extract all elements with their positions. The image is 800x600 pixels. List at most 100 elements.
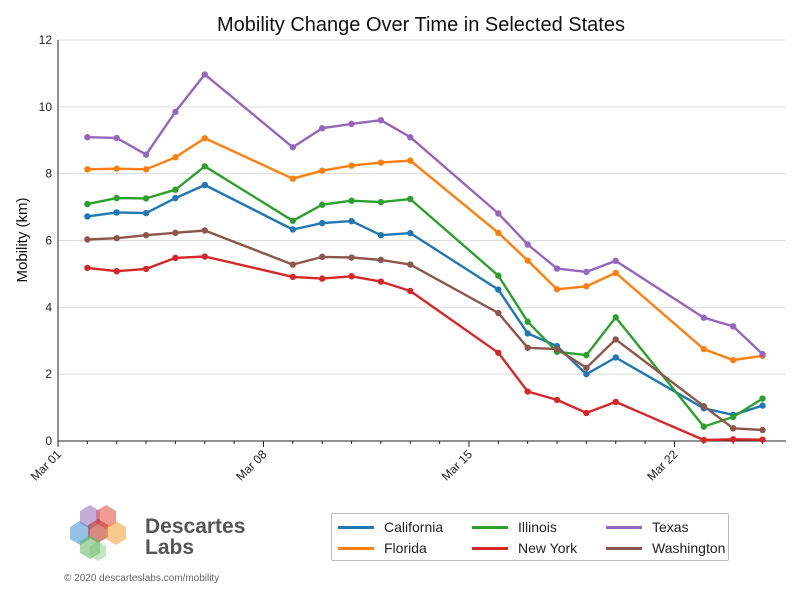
- data-point-new-york: [553, 396, 561, 404]
- data-point-illinois: [201, 163, 208, 170]
- data-point-illinois: [729, 413, 737, 421]
- data-point-washington: [201, 227, 208, 234]
- brand-name-line-1: Descartes: [145, 515, 246, 538]
- data-point-texas: [553, 265, 561, 272]
- data-point-california: [612, 354, 619, 361]
- data-point-california: [318, 219, 326, 227]
- y-tick-label: 4: [45, 300, 52, 314]
- data-point-california: [84, 213, 91, 220]
- data-point-florida: [201, 135, 208, 142]
- x-tick-label: Mar 22: [644, 447, 681, 484]
- data-point-illinois: [377, 198, 385, 206]
- data-point-new-york: [113, 268, 120, 275]
- data-point-new-york: [759, 436, 766, 443]
- x-tick-label: Mar 08: [233, 447, 270, 484]
- data-point-washington: [142, 231, 150, 239]
- data-point-florida: [84, 166, 91, 173]
- data-point-illinois: [583, 351, 590, 359]
- data-point-washington: [759, 426, 766, 434]
- data-point-illinois: [407, 195, 414, 203]
- data-point-new-york: [318, 275, 326, 282]
- data-point-washington: [583, 364, 590, 372]
- data-point-washington: [377, 256, 385, 264]
- data-point-washington: [700, 403, 708, 410]
- data-point-california: [407, 229, 414, 237]
- brand-name-line-2: Labs: [145, 536, 195, 559]
- data-point-washington: [113, 234, 120, 242]
- data-point-california: [759, 402, 766, 409]
- series-line-illinois: [87, 165, 764, 428]
- data-point-washington: [407, 261, 414, 268]
- data-point-illinois: [612, 314, 619, 321]
- data-point-new-york: [729, 436, 737, 443]
- data-point-washington: [318, 253, 326, 261]
- legend-item-illinois: Illinois: [472, 517, 557, 537]
- data-point-illinois: [759, 395, 766, 402]
- series-washington: [84, 227, 766, 434]
- data-point-california: [201, 181, 208, 189]
- legend-item-texas: Texas: [606, 517, 689, 537]
- data-point-illinois: [84, 200, 91, 208]
- descartes-labs-logo-icon: [70, 505, 126, 561]
- data-point-washington: [348, 254, 355, 261]
- data-point-new-york: [612, 398, 619, 406]
- legend-label-illinois: Illinois: [518, 519, 557, 535]
- data-point-washington: [289, 261, 297, 268]
- legend-swatch-new-york: [472, 546, 508, 550]
- data-point-texas: [113, 134, 120, 142]
- data-point-florida: [612, 269, 619, 277]
- data-point-new-york: [700, 436, 708, 444]
- legend-label-florida: Florida: [384, 540, 427, 556]
- legend-swatch-florida: [338, 546, 374, 550]
- data-point-new-york: [84, 264, 91, 272]
- data-point-new-york: [583, 409, 590, 417]
- series-illinois: [84, 163, 766, 430]
- x-tick-label: Mar 15: [439, 447, 476, 484]
- axes: 0 2 4 6 8 10 12 Mar 01 Mar 08 Mar 15 Mar 22: [28, 33, 786, 484]
- data-point-washington: [172, 229, 179, 237]
- series-line-california: [87, 183, 763, 417]
- x-tick-label: Mar 01: [28, 447, 65, 484]
- series-line-texas: [87, 73, 764, 355]
- data-point-florida: [407, 157, 414, 164]
- y-tick-label: 12: [39, 33, 53, 47]
- series-florida: [84, 135, 766, 364]
- legend-swatch-illinois: [472, 525, 508, 529]
- data-point-florida: [729, 356, 737, 364]
- y-tick-label: 0: [45, 434, 52, 448]
- data-point-california: [172, 194, 179, 202]
- data-point-texas: [201, 71, 208, 78]
- data-point-texas: [348, 120, 355, 128]
- legend-swatch-california: [338, 525, 374, 529]
- data-point-washington: [612, 336, 619, 343]
- y-tick-label: 6: [45, 234, 52, 248]
- data-point-illinois: [142, 195, 150, 202]
- data-point-new-york: [289, 273, 297, 281]
- grid: [58, 39, 786, 375]
- copyright-text: © 2020 descarteslabs.com/mobility: [64, 573, 220, 584]
- data-point-california: [524, 330, 531, 337]
- data-point-florida: [495, 229, 502, 237]
- y-axis-label: Mobility (km): [14, 197, 31, 282]
- data-point-illinois: [524, 318, 531, 325]
- legend-item-washington: Washington: [606, 538, 725, 558]
- data-point-california: [289, 226, 297, 233]
- legend-label-new-york: New York: [518, 540, 578, 556]
- data-point-new-york: [201, 253, 208, 260]
- legend-label-california: California: [384, 519, 444, 535]
- legend-swatch-washington: [606, 546, 642, 550]
- data-point-california: [583, 370, 590, 378]
- data-point-florida: [377, 159, 385, 166]
- data-point-texas: [172, 108, 179, 116]
- legend-label-texas: Texas: [652, 519, 689, 535]
- series-line-florida: [87, 136, 763, 362]
- data-point-texas: [759, 350, 766, 358]
- data-point-illinois: [700, 423, 708, 430]
- data-point-california: [142, 209, 150, 217]
- legend-item-new-york: New York: [472, 538, 577, 558]
- data-point-new-york: [524, 388, 531, 395]
- data-point-texas: [729, 323, 737, 330]
- data-point-florida: [553, 286, 561, 293]
- data-point-new-york: [348, 273, 355, 280]
